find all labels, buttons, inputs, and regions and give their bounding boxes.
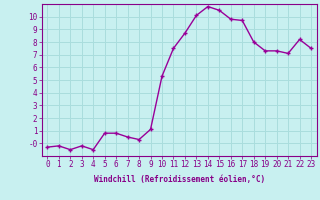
X-axis label: Windchill (Refroidissement éolien,°C): Windchill (Refroidissement éolien,°C) [94,175,265,184]
